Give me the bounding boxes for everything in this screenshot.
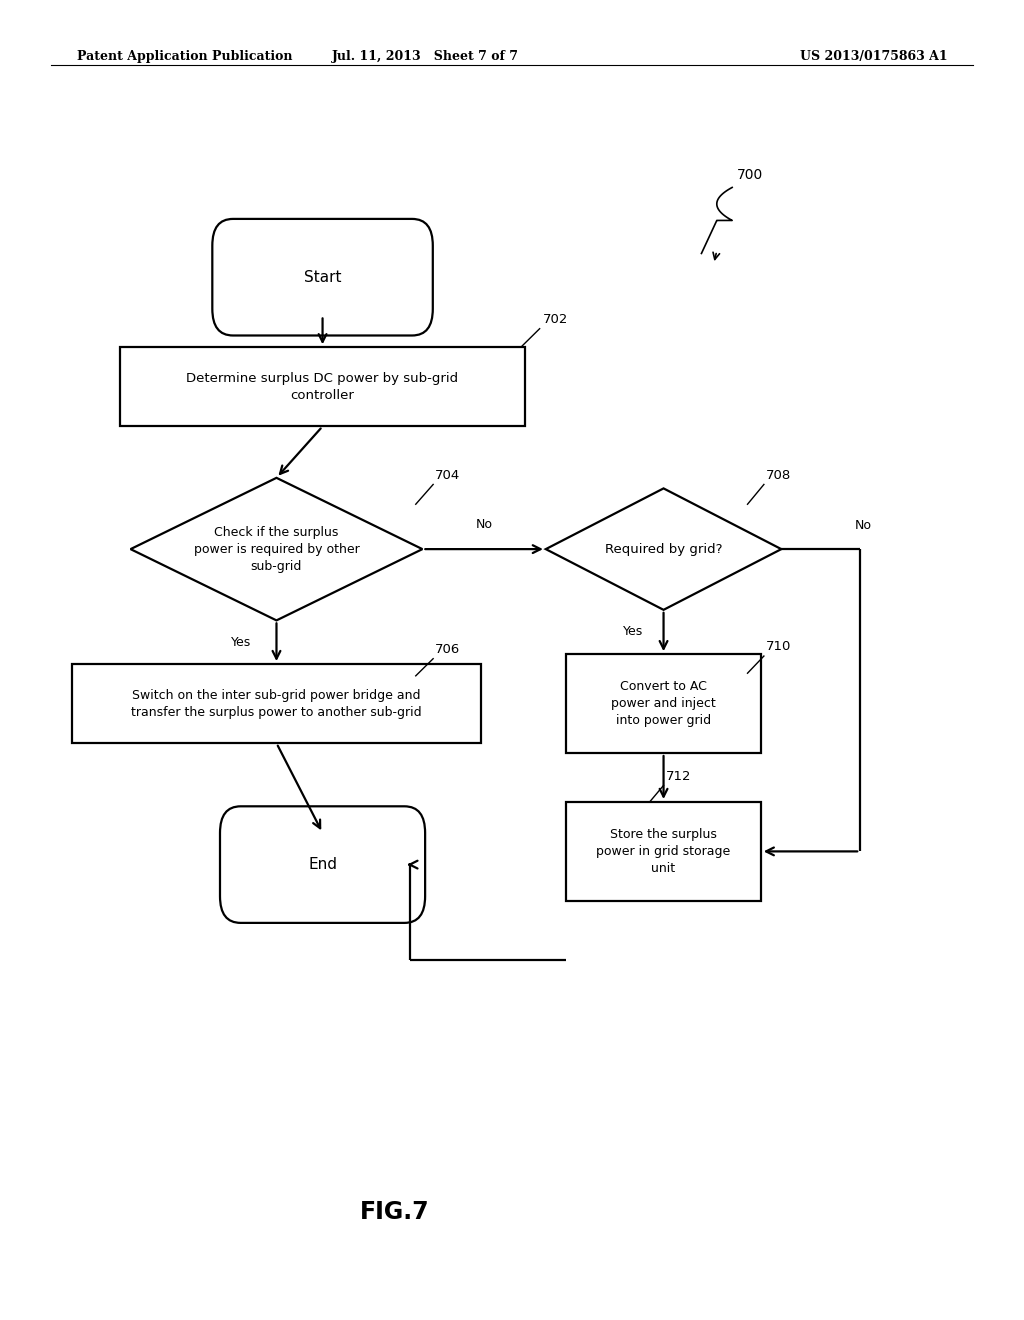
Text: End: End bbox=[308, 857, 337, 873]
Bar bbox=[121, 347, 524, 426]
Text: 708: 708 bbox=[766, 469, 792, 482]
Text: Determine surplus DC power by sub-grid
controller: Determine surplus DC power by sub-grid c… bbox=[186, 372, 459, 401]
Bar bbox=[566, 801, 761, 900]
Text: 710: 710 bbox=[766, 640, 792, 653]
Text: Yes: Yes bbox=[230, 636, 251, 648]
FancyBboxPatch shape bbox=[220, 807, 425, 923]
Polygon shape bbox=[546, 488, 781, 610]
FancyBboxPatch shape bbox=[212, 219, 433, 335]
Text: Jul. 11, 2013   Sheet 7 of 7: Jul. 11, 2013 Sheet 7 of 7 bbox=[332, 50, 518, 63]
Text: Switch on the inter sub-grid power bridge and
transfer the surplus power to anot: Switch on the inter sub-grid power bridg… bbox=[131, 689, 422, 718]
Text: No: No bbox=[855, 519, 872, 532]
Text: No: No bbox=[475, 517, 493, 531]
Text: Store the surplus
power in grid storage
unit: Store the surplus power in grid storage … bbox=[596, 828, 731, 875]
Text: 706: 706 bbox=[435, 643, 461, 656]
Text: Convert to AC
power and inject
into power grid: Convert to AC power and inject into powe… bbox=[611, 680, 716, 727]
Text: 700: 700 bbox=[737, 168, 764, 182]
Text: 702: 702 bbox=[543, 313, 568, 326]
Polygon shape bbox=[131, 478, 422, 620]
Text: Patent Application Publication: Patent Application Publication bbox=[77, 50, 292, 63]
Text: 712: 712 bbox=[666, 770, 691, 783]
Text: Yes: Yes bbox=[623, 626, 643, 639]
Text: 704: 704 bbox=[435, 469, 461, 482]
Text: Check if the surplus
power is required by other
sub-grid: Check if the surplus power is required b… bbox=[194, 525, 359, 573]
Text: Start: Start bbox=[304, 269, 341, 285]
Bar bbox=[72, 664, 481, 743]
Text: FIG.7: FIG.7 bbox=[359, 1200, 429, 1224]
Text: US 2013/0175863 A1: US 2013/0175863 A1 bbox=[800, 50, 947, 63]
Text: Required by grid?: Required by grid? bbox=[605, 543, 722, 556]
Bar bbox=[566, 653, 761, 752]
